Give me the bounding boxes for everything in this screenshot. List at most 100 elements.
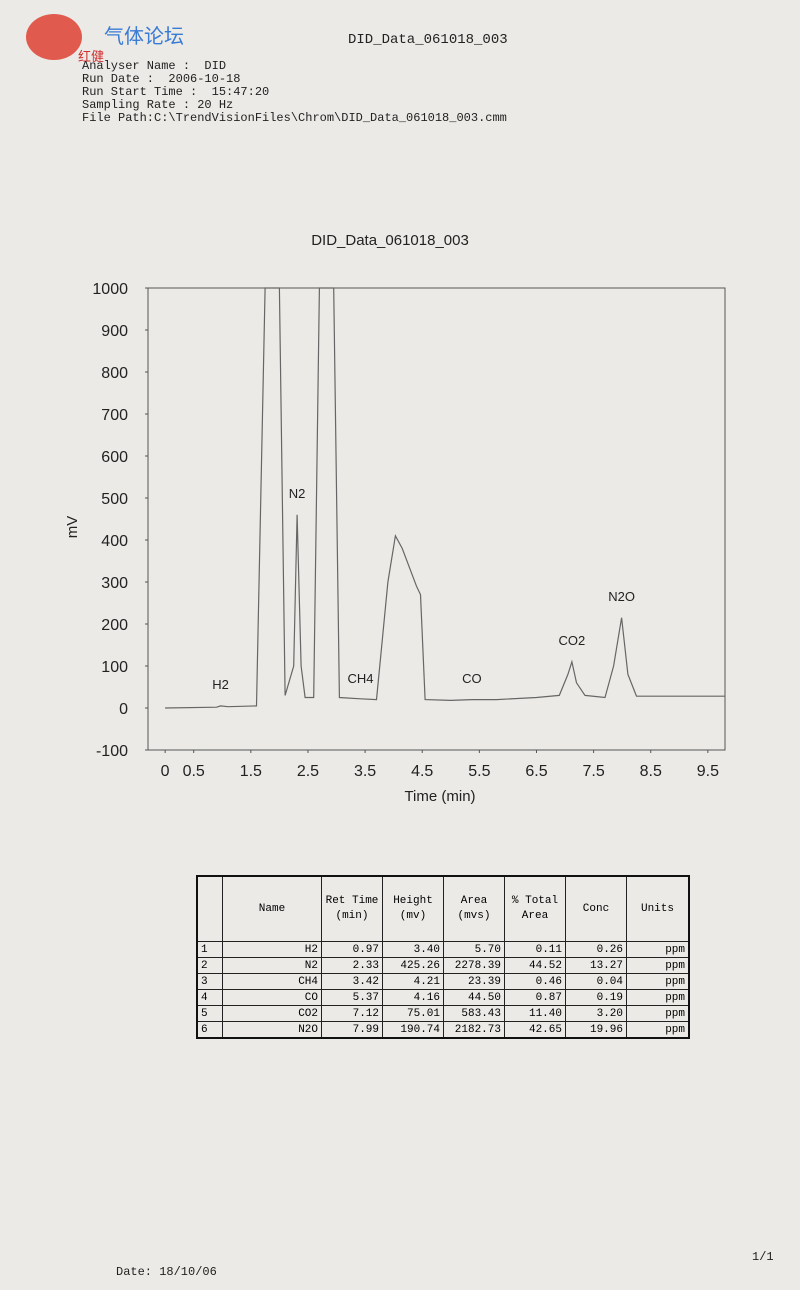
table-cell: 44.52 [504, 957, 566, 974]
y-tick-label: 200 [101, 617, 128, 634]
table-row: 4 CO 5.37 4.16 44.50 0.87 0.19 ppm [196, 989, 690, 1006]
y-tick-label: 600 [101, 449, 128, 466]
x-tick-label: 8.5 [640, 763, 662, 780]
table-cell: 23.39 [443, 973, 505, 990]
x-axis-label: Time (min) [404, 788, 475, 805]
table-cell: 0.87 [504, 989, 566, 1006]
table-cell: H2 [222, 941, 322, 958]
table-cell: 4.16 [382, 989, 444, 1006]
x-tick-label: 1.5 [240, 763, 262, 780]
y-axis-label: mV [64, 516, 81, 539]
y-tick-label: 500 [101, 491, 128, 508]
table-cell: N2O [222, 1021, 322, 1039]
table-cell: CO2 [222, 1005, 322, 1022]
table-cell: 0.46 [504, 973, 566, 990]
x-tick-label: 2.5 [297, 763, 319, 780]
plot-frame [147, 287, 726, 751]
meta-line: File Path:C:\TrendVisionFiles\Chrom\DID_… [82, 111, 507, 125]
table-cell: 4 [196, 989, 223, 1006]
x-tick-label: 9.5 [697, 763, 719, 780]
peak-label: CO2 [559, 633, 586, 648]
header-cell: Height (mv) [382, 875, 444, 942]
table-cell: ppm [626, 1021, 690, 1039]
peak-label: CO [462, 671, 482, 686]
footer-page: 1/1 [752, 1250, 774, 1264]
table-cell: 0.97 [321, 941, 383, 958]
x-tick-label: 3.5 [354, 763, 376, 780]
table-cell: CO [222, 989, 322, 1006]
table-cell: 11.40 [504, 1005, 566, 1022]
table-cell: 2 [196, 957, 223, 974]
table-cell: 2.33 [321, 957, 383, 974]
watermark: 气体论坛 [104, 24, 184, 48]
table-cell: CH4 [222, 973, 322, 990]
table-cell: 3.40 [382, 941, 444, 958]
footer-date: Date: 18/10/06 [116, 1265, 217, 1279]
y-tick-label: 100 [101, 659, 128, 676]
table-cell: N2 [222, 957, 322, 974]
header-row: Name Ret Time (min) Height (mv) Area (mvs)%… [196, 875, 690, 942]
table-cell: 6 [196, 1021, 223, 1039]
table-cell: 5 [196, 1005, 223, 1022]
doc-title: DID_Data_061018_003 [348, 32, 508, 48]
table-cell: 4.21 [382, 973, 444, 990]
table-cell: 44.50 [443, 989, 505, 1006]
chart: DID_Data_061018_003 -100 0 100 200 300 400 500 6… [64, 232, 726, 805]
table-cell: 5.70 [443, 941, 505, 958]
meta-line: Analyser Name : DID [82, 59, 227, 73]
x-tick-label: 4.5 [411, 763, 433, 780]
header-cell [196, 875, 223, 942]
table-cell: 2182.73 [443, 1021, 505, 1039]
x-tick-label: 6.5 [525, 763, 547, 780]
table-cell: 75.01 [382, 1005, 444, 1022]
table-row: 3 CH4 3.42 4.21 23.39 0.46 0.04 ppm [196, 973, 690, 990]
table-row: 2 N2 2.33 425.26 2278.39 44.52 13.27 ppm [196, 957, 690, 974]
table-body: 1 H2 0.97 3.40 5.70 0.11 0.26 ppm 2 N2 2.33 425.26 2… [196, 941, 690, 1039]
table-cell: ppm [626, 1005, 690, 1022]
table-row: 6 N2O 7.99 190.74 2182.73 42.65 19.96 ppm [196, 1021, 690, 1039]
table-cell: 3.20 [565, 1005, 627, 1022]
table-cell: 2278.39 [443, 957, 505, 974]
table-cell: ppm [626, 973, 690, 990]
y-tick-label: 900 [101, 323, 128, 340]
x-tick-label: 0.5 [183, 763, 205, 780]
meta-line: Sampling Rate : 20 Hz [82, 98, 234, 112]
logo [26, 14, 82, 60]
results-table: Name Ret Time (min) Height (mv) Area (mvs)%… [196, 875, 690, 1039]
watermark-sub: 红健 [78, 50, 105, 65]
table-cell: 1 [196, 941, 223, 958]
table-head: Name Ret Time (min) Height (mv) Area (mvs)%… [196, 875, 690, 942]
y-tick-label: 1000 [92, 281, 128, 298]
table-cell: 19.96 [565, 1021, 627, 1039]
table-cell: 7.12 [321, 1005, 383, 1022]
peak-label: CH4 [348, 671, 374, 686]
chromatogram-trace [165, 287, 725, 709]
y-tick-label: 300 [101, 575, 128, 592]
peak-label: N2O [608, 589, 635, 604]
table-cell: 425.26 [382, 957, 444, 974]
chart-title: DID_Data_061018_003 [311, 232, 469, 249]
table-cell: 5.37 [321, 989, 383, 1006]
table-row: 1 H2 0.97 3.40 5.70 0.11 0.26 ppm [196, 941, 690, 958]
y-tick-label: 400 [101, 533, 128, 550]
table-cell: ppm [626, 957, 690, 974]
header-cell: Area (mvs) [443, 875, 505, 942]
table-cell: 3.42 [321, 973, 383, 990]
peak-label: N2 [289, 486, 306, 501]
header-cell: % Total Area [504, 875, 566, 942]
meta: Analyser Name : DID Run Date : 2006-10-18… [82, 60, 507, 125]
x-tick-label: 0 [161, 763, 170, 780]
y-tick-label: 800 [101, 365, 128, 382]
table-cell: ppm [626, 941, 690, 958]
table-cell: 0.04 [565, 973, 627, 990]
y-tick-label: 700 [101, 407, 128, 424]
y-tick-label: 0 [119, 701, 128, 718]
header-cell: Units [626, 875, 690, 942]
header-cell: Ret Time (min) [321, 875, 383, 942]
meta-line: Run Start Time : 15:47:20 [82, 85, 270, 99]
table-cell: 0.19 [565, 989, 627, 1006]
header-cell: Name [222, 875, 322, 942]
table-cell: 583.43 [443, 1005, 505, 1022]
x-tick-label: 7.5 [582, 763, 604, 780]
